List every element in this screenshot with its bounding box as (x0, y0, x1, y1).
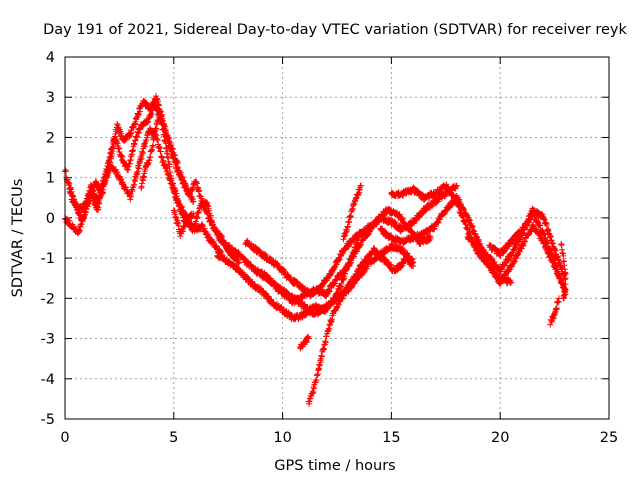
data-point (347, 214, 354, 221)
data-point (135, 165, 142, 172)
data-point (562, 270, 569, 277)
data-point (553, 263, 560, 270)
y-tick-label: -2 (41, 291, 55, 307)
y-tick-label: -1 (41, 251, 55, 267)
data-point (162, 139, 169, 146)
data-point (135, 111, 142, 118)
data-point (147, 154, 154, 161)
series-track-i (257, 241, 417, 318)
series-track-d (138, 111, 197, 225)
series-track-l (340, 182, 364, 243)
data-point (157, 148, 164, 155)
data-point (326, 288, 333, 295)
data-point (148, 110, 155, 117)
data-point (545, 240, 552, 247)
series-track-k (297, 333, 312, 352)
y-tick-label: 3 (46, 90, 55, 106)
x-tick-label: 0 (60, 430, 69, 446)
series-track-c (66, 102, 197, 225)
series-track-q (547, 295, 562, 328)
chart-title: Day 191 of 2021, Sidereal Day-to-day VTE… (43, 22, 627, 38)
series-track-r (558, 241, 569, 302)
data-point (310, 389, 317, 396)
data-point (107, 159, 114, 166)
y-tick-label: 1 (46, 171, 55, 187)
y-tick-label: -5 (41, 412, 55, 428)
y-tick-label: 4 (46, 50, 55, 66)
x-tick-label: 25 (600, 430, 618, 446)
series-track-h (242, 206, 434, 300)
x-tick-label: 20 (491, 430, 509, 446)
data-point (190, 198, 197, 205)
axis-ticks: 0 5 10 15 20 25 -5 -4 -3 -2 -1 0 1 2 3 4 (41, 50, 619, 446)
data-point (469, 223, 476, 230)
data-point (453, 182, 460, 189)
data-point (316, 362, 323, 369)
data-point (95, 204, 102, 211)
data-points (62, 93, 569, 407)
data-point (163, 144, 170, 151)
data-point (81, 215, 88, 222)
x-tick-label: 5 (169, 430, 178, 446)
data-point (153, 125, 160, 132)
data-point (357, 182, 364, 189)
data-point (346, 219, 353, 226)
data-point (149, 142, 156, 149)
data-point (560, 252, 567, 259)
series-track-j (305, 245, 417, 407)
x-axis-label: GPS time / hours (274, 458, 395, 474)
data-point (164, 148, 171, 155)
data-point (562, 281, 569, 288)
data-point (305, 335, 312, 342)
data-point (322, 339, 329, 346)
x-tick-label: 10 (273, 430, 291, 446)
y-tick-label: 0 (46, 211, 55, 227)
data-point (128, 129, 135, 136)
data-point (190, 210, 197, 217)
data-point (105, 169, 112, 176)
data-point (427, 235, 434, 241)
data-point (543, 222, 550, 229)
y-tick-label: 2 (46, 130, 55, 146)
data-point (508, 279, 515, 286)
plot-frame (64, 56, 610, 420)
data-point (560, 295, 567, 302)
data-point (127, 196, 134, 203)
y-tick-label: -4 (41, 372, 55, 388)
data-point (159, 121, 166, 128)
data-point (497, 252, 504, 259)
y-tick-label: -3 (41, 332, 55, 348)
data-point (196, 187, 203, 194)
data-point (553, 305, 560, 312)
data-point (193, 180, 200, 187)
series-track-p (486, 210, 569, 298)
data-point (134, 134, 141, 141)
data-point (166, 163, 173, 170)
data-point (62, 168, 69, 175)
data-point (336, 256, 343, 263)
data-point (236, 259, 243, 266)
x-tick-label: 15 (382, 430, 400, 446)
y-axis-label: SDTVAR / TECUs (10, 179, 26, 298)
series-track-o (464, 205, 569, 283)
data-point (410, 263, 417, 270)
